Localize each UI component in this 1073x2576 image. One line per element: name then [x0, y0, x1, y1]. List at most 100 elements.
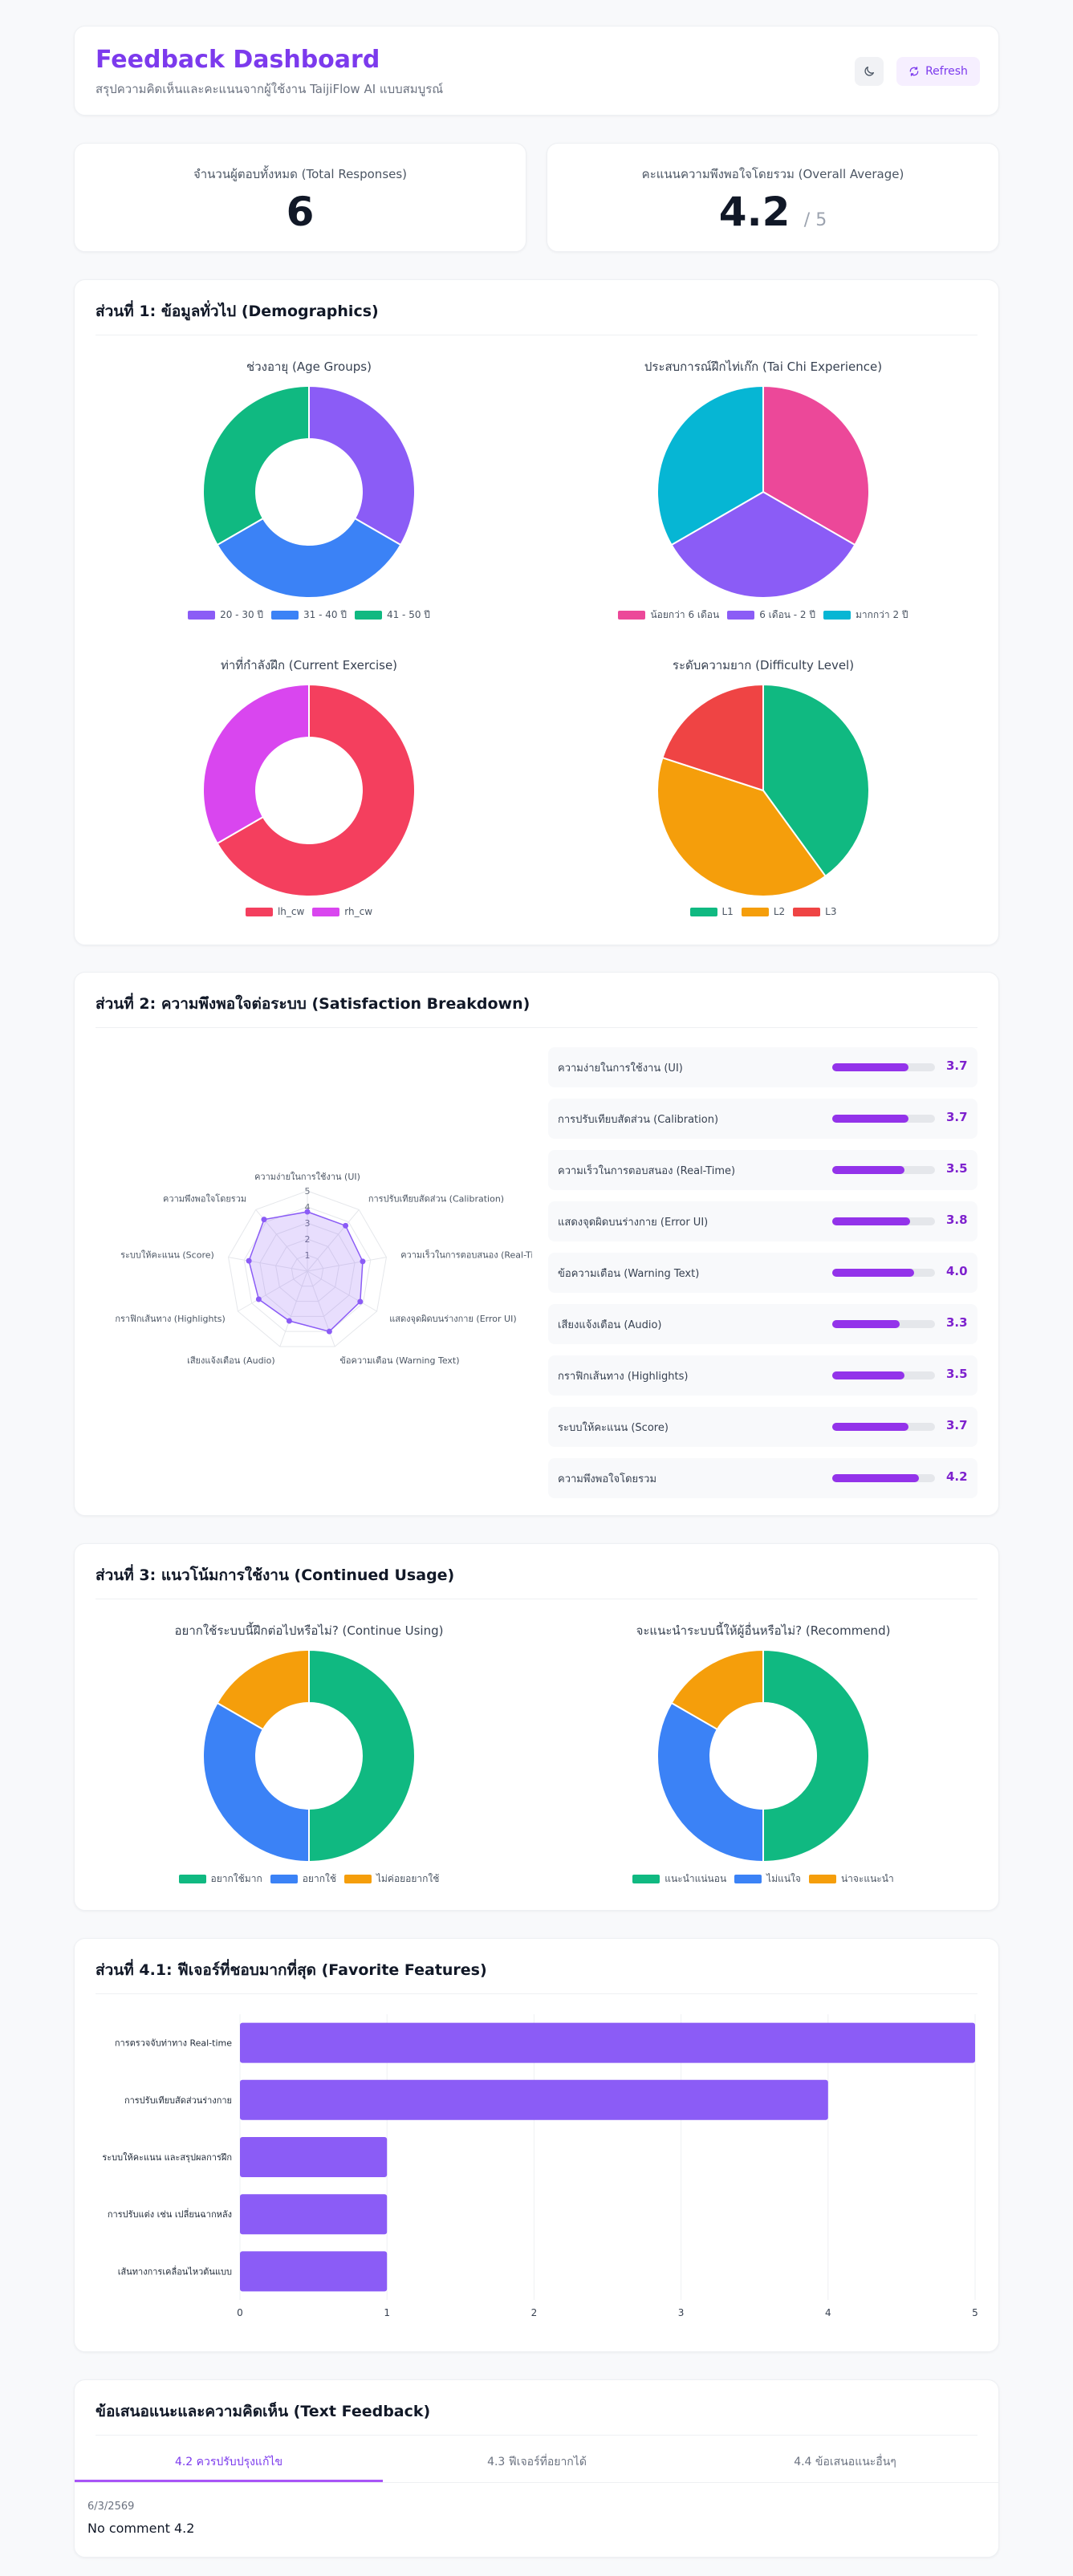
tab-divider: [75, 2482, 998, 2483]
legend-item[interactable]: L1: [689, 906, 734, 917]
feature-bar[interactable]: [240, 2079, 828, 2120]
chart-title-difficulty: ระดับความยาก (Difficulty Level): [672, 658, 855, 672]
legend-item[interactable]: 41 - 50 ปี: [354, 607, 430, 623]
legend-item[interactable]: อยากใช้มาก: [178, 1871, 262, 1887]
theme-toggle-button[interactable]: [855, 57, 884, 86]
feature-bar[interactable]: [240, 2022, 975, 2063]
exercise-legend: lh_cw rh_cw: [148, 906, 469, 917]
satisfaction-bar-fill: [832, 1063, 908, 1071]
legend-swatch: [354, 611, 382, 620]
x-tick-label: 3: [678, 2307, 685, 2318]
radar-point[interactable]: [360, 1258, 366, 1265]
radar-series-area: [248, 1211, 364, 1333]
experience-pie-chart: [657, 386, 869, 598]
x-tick-label: 1: [384, 2307, 390, 2318]
radar-point[interactable]: [246, 1258, 252, 1264]
chart-title-age: ช่วงอายุ (Age Groups): [246, 360, 372, 374]
satisfaction-value: 3.8: [946, 1213, 968, 1227]
radar-point[interactable]: [357, 1298, 364, 1305]
satisfaction-label: แสดงจุดผิดบนร่างกาย (Error UI): [558, 1217, 709, 1229]
legend-item[interactable]: ไม่ค่อยอยากใช้: [343, 1871, 439, 1887]
legend-item[interactable]: แนะนำแน่นอน: [632, 1871, 726, 1887]
difficulty-pie-chart: [657, 685, 869, 896]
age-legend: 20 - 30 ปี 31 - 40 ปี 41 - 50 ปี: [148, 607, 469, 623]
radar-point[interactable]: [255, 1296, 262, 1302]
slice-age-1[interactable]: [216, 517, 402, 598]
divider: [96, 2435, 977, 2436]
slice-difficulty-1[interactable]: [657, 756, 827, 896]
slice-exp-0[interactable]: [762, 386, 869, 546]
radar-tick-label: 1: [305, 1250, 311, 1261]
refresh-button[interactable]: Refresh: [896, 57, 980, 86]
slice-continue-2[interactable]: [216, 1650, 310, 1731]
tab-improvements[interactable]: 4.2 ควรปรับปรุงแก้ไข: [75, 2448, 383, 2482]
feature-bar[interactable]: [240, 2137, 388, 2177]
radar-grid-ring: [291, 1254, 324, 1287]
satisfaction-label: ข้อความเตือน (Warning Text): [558, 1268, 700, 1280]
legend-item[interactable]: lh_cw: [245, 906, 304, 917]
legend-item[interactable]: 31 - 40 ปี: [271, 607, 347, 623]
legend-item[interactable]: 6 เดือน - 2 ปี: [727, 607, 815, 623]
slice-exp-2[interactable]: [657, 386, 764, 546]
legend-item[interactable]: rh_cw: [312, 906, 372, 917]
legend-label: 20 - 30 ปี: [220, 609, 264, 620]
radar-point[interactable]: [286, 1318, 292, 1324]
slice-difficulty-0[interactable]: [762, 685, 869, 878]
slice-exp-1[interactable]: [670, 490, 856, 598]
legend-swatch: [271, 611, 299, 620]
chart-title-experience: ประสบการณ์ฝึกไท่เก๊ก (Tai Chi Experience…: [644, 360, 883, 374]
slice-continue-1[interactable]: [203, 1701, 310, 1862]
legend-item[interactable]: มากกว่า 2 ปี: [823, 607, 908, 623]
legend-item[interactable]: ไม่แน่ใจ: [734, 1871, 801, 1887]
radar-axis-label: ความพึงพอใจโดยรวม: [163, 1193, 246, 1205]
radar-point[interactable]: [326, 1328, 332, 1335]
slice-recommend-0[interactable]: [762, 1650, 869, 1862]
radar-grid-ring: [259, 1222, 356, 1317]
radar-point[interactable]: [261, 1217, 267, 1223]
satisfaction-bar-fill: [832, 1320, 900, 1328]
recommend-legend: แนะนำแน่นอน ไม่แน่ใจ น่าจะแนะนำ: [603, 1871, 924, 1887]
tab-other-suggestions[interactable]: 4.4 ข้อเสนอแนะอื่นๆ: [794, 2456, 896, 2468]
feature-bar[interactable]: [240, 2194, 388, 2235]
legend-item[interactable]: อยากใช้: [270, 1871, 336, 1887]
radar-tick-label: 3: [305, 1218, 311, 1229]
satisfaction-value: 4.0: [946, 1264, 968, 1278]
header-card: Feedback Dashboard สรุปความคิดเห็นและคะแ…: [74, 26, 999, 116]
legend-label: L3: [825, 906, 837, 917]
slice-difficulty-2[interactable]: [661, 685, 764, 792]
radar-point[interactable]: [304, 1209, 311, 1215]
slice-exercise-1[interactable]: [203, 685, 310, 845]
slice-recommend-1[interactable]: [657, 1701, 764, 1862]
feature-bar[interactable]: [240, 2251, 388, 2292]
slice-age-2[interactable]: [203, 386, 310, 546]
legend-swatch: [823, 611, 851, 620]
satisfaction-bar-track: [832, 1166, 935, 1174]
total-responses-label: จำนวนผู้ตอบทั้งหมด (Total Responses): [193, 167, 408, 181]
feature-label: ระบบให้คะแนน และสรุปผลการฝึก: [102, 2152, 232, 2163]
refresh-icon: [909, 67, 919, 76]
legend-item[interactable]: L2: [741, 906, 785, 917]
satisfaction-bar-fill: [832, 1166, 904, 1174]
satisfaction-row: เสียงแจ้งเตือน (Audio) 3.3: [548, 1304, 977, 1344]
legend-label: 31 - 40 ปี: [303, 609, 347, 620]
legend-item[interactable]: 20 - 30 ปี: [188, 607, 263, 623]
slice-exercise-0[interactable]: [216, 685, 415, 896]
legend-item[interactable]: น้อยกว่า 6 เดือน: [618, 607, 719, 623]
radar-point[interactable]: [343, 1222, 349, 1229]
continue-legend: อยากใช้มาก อยากใช้ ไม่ค่อยอยากใช้: [148, 1871, 469, 1887]
radar-spoke: [307, 1209, 360, 1272]
legend-item[interactable]: น่าจะแนะนำ: [808, 1871, 894, 1887]
radar-axis-label: ข้อความเตือน (Warning Text): [339, 1355, 459, 1366]
age-donut-chart: [203, 386, 415, 598]
total-responses-number: 6: [286, 189, 315, 235]
slice-continue-0[interactable]: [308, 1650, 415, 1862]
section-title-satisfaction: ส่วนที่ 2: ความพึงพอใจต่อระบบ (Satisfact…: [96, 995, 530, 1013]
legend-swatch: [793, 907, 821, 916]
slice-recommend-2[interactable]: [670, 1650, 764, 1731]
continue-donut-chart: [203, 1650, 415, 1862]
legend-item[interactable]: L3: [793, 906, 836, 917]
slice-age-0[interactable]: [308, 386, 415, 546]
satisfaction-label: ความง่ายในการใช้งาน (UI): [558, 1062, 683, 1075]
tab-wanted-features[interactable]: 4.3 ฟีเจอร์ที่อยากได้: [487, 2456, 587, 2468]
legend-swatch: [188, 611, 216, 620]
